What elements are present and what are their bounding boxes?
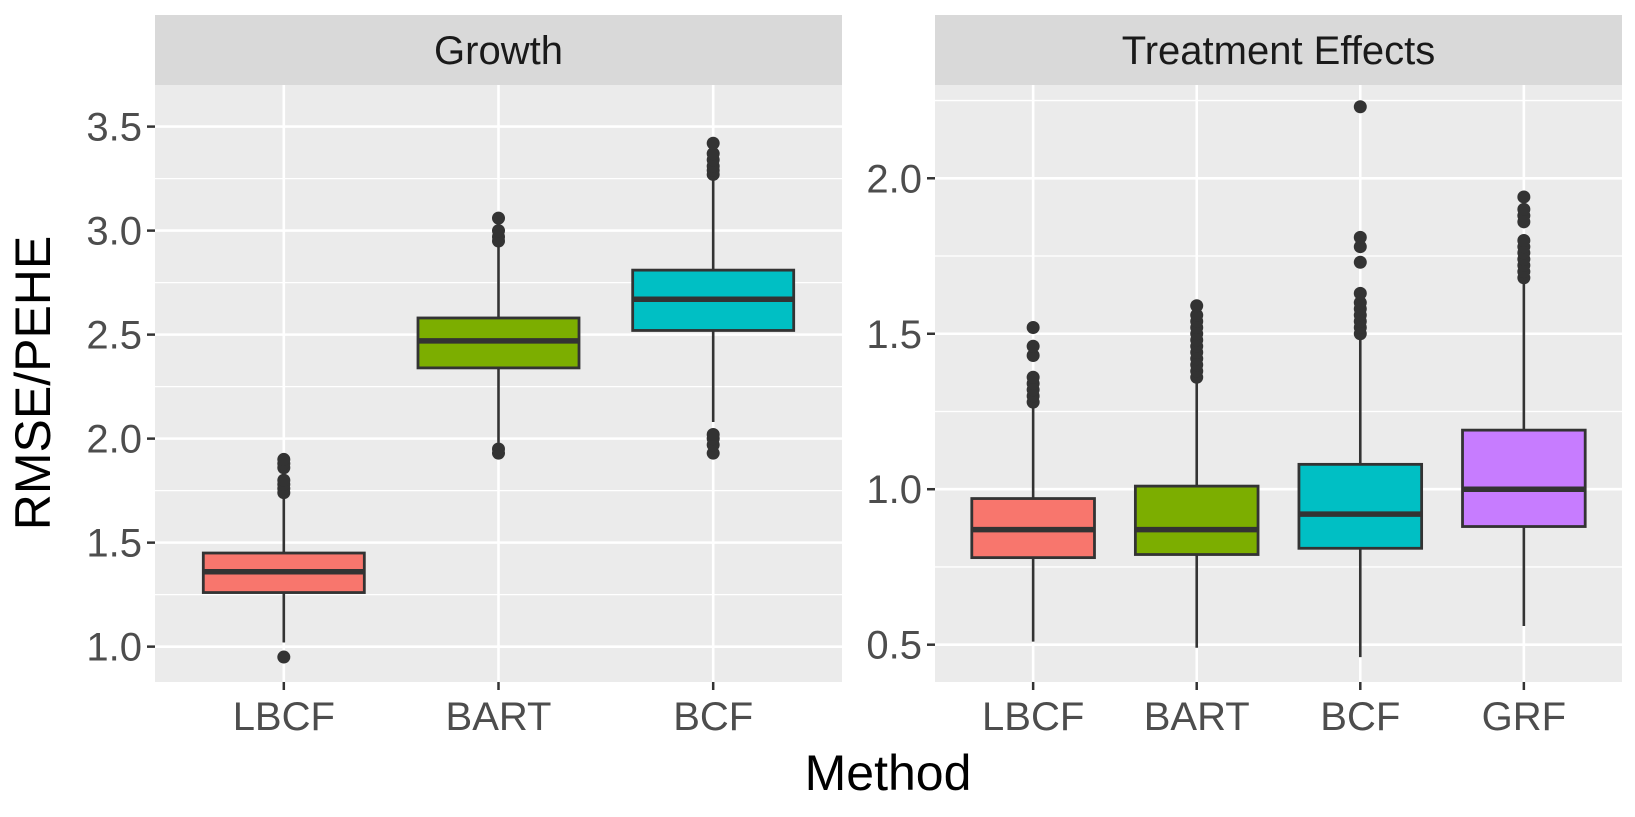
growth-outlier-point-bart [492, 442, 505, 456]
treatment-effects-outlier-point-lbcf [1026, 321, 1040, 335]
panel-growth: Growth 1.0 1.5 2.0 2.5 3.0 3.5 LBCF BART BCF [86, 15, 842, 739]
growth-outlier-point-bart [492, 211, 505, 225]
panel-treatment-effects-title: Treatment Effects [1122, 29, 1435, 73]
treatment-effects-y-tick-label: 0.5 [866, 624, 922, 668]
treatment-effects-y-tick-label: 2.0 [866, 157, 922, 201]
treatment-effects-outlier-point-lbcf [1026, 349, 1040, 363]
panel-growth-title: Growth [434, 29, 563, 73]
treatment-effects-box-bcf [1297, 100, 1424, 658]
treatment-effects-x-tick-label: GRF [1482, 695, 1566, 739]
growth-y-tick-label: 2.5 [86, 314, 142, 358]
treatment-effects-iqr-box-bcf [1297, 462, 1424, 550]
panel-treatment-effects-marks [970, 100, 1587, 658]
growth-outlier-point-bcf [706, 147, 720, 161]
growth-y-tick-label: 1.0 [86, 626, 142, 670]
growth-outlier-point-lbcf [277, 650, 291, 664]
growth-y-tick-label: 1.5 [86, 522, 142, 566]
panel-treatment-effects-background [935, 85, 1622, 682]
growth-outlier-point-lbcf [277, 473, 291, 487]
treatment-effects-outlier-point-grf [1517, 233, 1531, 247]
growth-outlier-point-lbcf [277, 452, 291, 466]
growth-outlier-point-bart [492, 224, 505, 238]
growth-box-lbcf [201, 452, 366, 664]
panel-treatment-effects: Treatment Effects 0.5 1.0 1.5 2.0 LBCF BART B… [866, 15, 1622, 739]
growth-x-tick-label: BART [446, 695, 552, 739]
growth-y-tick-label: 3.5 [86, 106, 142, 150]
panel-treatment-effects-y-axis: 0.5 1.0 1.5 2.0 [866, 157, 935, 668]
treatment-effects-outlier-point-bcf [1353, 296, 1367, 310]
treatment-effects-outlier-point-grf [1517, 202, 1531, 216]
treatment-effects-box-lbcf [970, 321, 1096, 642]
growth-outlier-point-bcf [706, 427, 720, 441]
treatment-effects-outlier-point-lbcf [1026, 370, 1040, 384]
panel-growth-x-axis: LBCF BART BCF [233, 682, 753, 739]
growth-x-tick-label: LBCF [233, 695, 335, 739]
growth-y-tick-label: 3.0 [86, 210, 142, 254]
y-axis-title: RMSE/PEHE [5, 236, 61, 531]
treatment-effects-outlier-point-bcf [1353, 255, 1367, 269]
treatment-effects-y-tick-label: 1.5 [866, 313, 922, 357]
treatment-effects-outlier-point-bcf [1353, 230, 1367, 244]
treatment-effects-outlier-point-bart [1190, 299, 1204, 313]
panel-growth-marks [201, 136, 796, 664]
growth-outlier-point-bcf [706, 136, 720, 150]
growth-box-bart [416, 211, 581, 460]
treatment-effects-x-tick-label: LBCF [982, 695, 1084, 739]
growth-y-tick-label: 2.0 [86, 418, 142, 462]
x-axis-title: Method [805, 745, 972, 801]
panel-treatment-effects-strip [935, 15, 1622, 85]
treatment-effects-y-tick-label: 1.0 [866, 468, 922, 512]
growth-x-tick-label: BCF [673, 695, 753, 739]
panel-treatment-effects-x-axis: LBCF BART BCF GRF [982, 682, 1566, 739]
panel-growth-y-axis: 1.0 1.5 2.0 2.5 3.0 3.5 [86, 106, 155, 670]
treatment-effects-outlier-point-lbcf [1026, 339, 1040, 353]
treatment-effects-outlier-point-bart [1190, 308, 1204, 322]
panel-growth-strip [155, 15, 842, 85]
treatment-effects-iqr-box-bart [1133, 484, 1260, 556]
treatment-effects-outlier-point-bcf [1353, 100, 1367, 114]
treatment-effects-outlier-point-bcf [1353, 286, 1367, 300]
treatment-effects-x-tick-label: BCF [1320, 695, 1400, 739]
treatment-effects-outlier-point-grf [1517, 190, 1531, 204]
growth-box-bcf [631, 136, 796, 460]
treatment-effects-iqr-box-grf [1461, 428, 1587, 528]
treatment-effects-x-tick-label: BART [1144, 695, 1250, 739]
treatment-effects-box-grf [1461, 190, 1587, 627]
treatment-effects-outlier-point-bcf [1353, 240, 1367, 254]
treatment-effects-box-bart [1133, 299, 1260, 648]
